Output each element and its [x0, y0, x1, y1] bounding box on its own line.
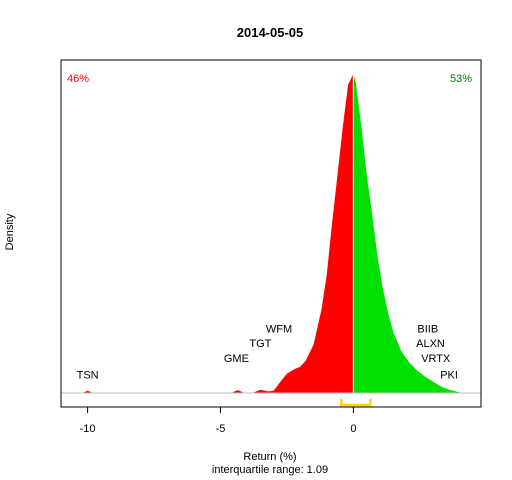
ticker-label-tsn: TSN [77, 370, 99, 382]
x-tick-label: -5 [216, 423, 226, 435]
ticker-label-tgt: TGT [249, 338, 271, 350]
ticker-label-pki: PKI [440, 370, 458, 382]
x-axis: -10 -5 0 [80, 406, 356, 435]
ticker-label-alxn: ALXN [416, 338, 445, 350]
ticker-label-biib: BIIB [417, 323, 438, 335]
iqr-caption: interquartile range: 1.09 [212, 464, 328, 476]
positive-share-label: 53% [450, 73, 472, 85]
chart-title: 2014-05-05 [237, 25, 304, 40]
iqr-bracket [340, 399, 372, 407]
ticker-label-wfm: WFM [266, 323, 292, 335]
x-ticks: -10 -5 0 [80, 407, 356, 435]
y-axis-label: Density [4, 213, 16, 250]
ticker-label-gme: GME [224, 353, 249, 365]
negative-density-area [82, 73, 354, 393]
x-tick-label: -10 [80, 423, 96, 435]
x-tick-label: 0 [350, 423, 356, 435]
plot-frame [60, 59, 482, 408]
x-axis-label: Return (%) [243, 451, 296, 463]
positive-density-area [353, 73, 463, 393]
negative-share-label: 46% [67, 73, 89, 85]
ticker-label-vrtx: VRTX [421, 353, 451, 365]
